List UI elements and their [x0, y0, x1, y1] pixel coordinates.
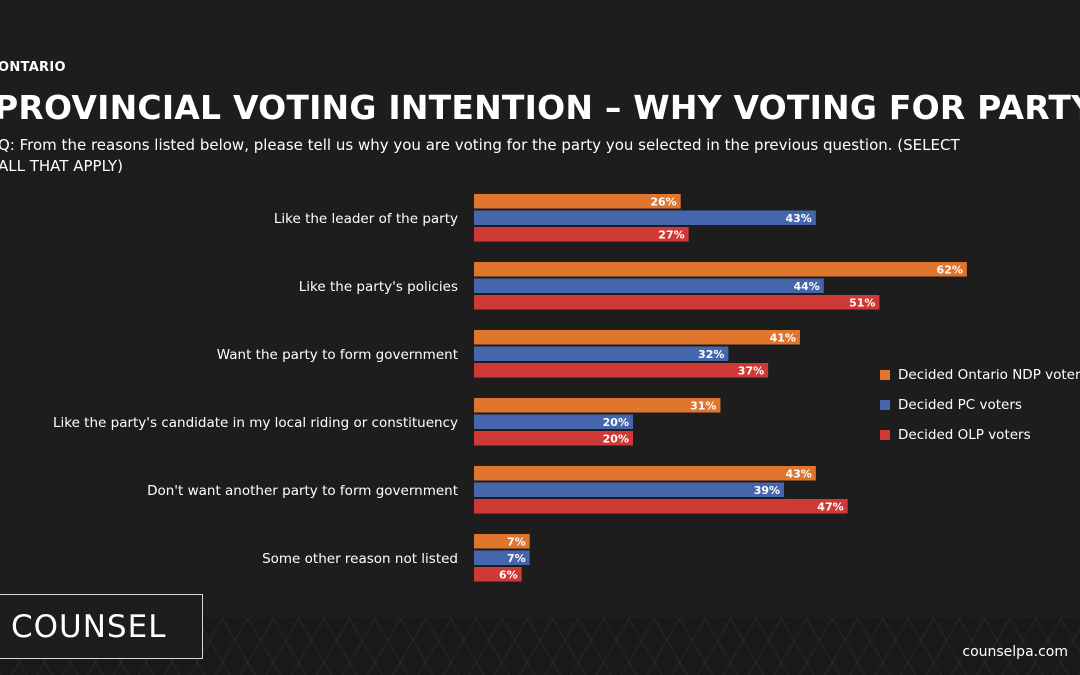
data-label: 6%: [499, 568, 518, 581]
category-label: Like the party's policies: [299, 279, 458, 295]
data-label: 20%: [603, 416, 629, 429]
bar-chart: Like the leader of the party 26% 43% 27% Lik…: [53, 194, 967, 582]
legend-item-olp: Decided OLP voters: [880, 420, 1080, 450]
legend-item-ndp: Decided Ontario NDP voters: [880, 360, 1080, 390]
bar-ndp: [474, 466, 816, 481]
legend-swatch-pc: [880, 400, 890, 410]
bar-ndp: [474, 330, 800, 345]
category-label: Want the party to form government: [217, 347, 458, 363]
legend-label-ndp: Decided Ontario NDP voters: [898, 367, 1080, 383]
data-label: 26%: [650, 195, 676, 208]
bar-ndp: [474, 262, 967, 277]
category-label: Like the party's candidate in my local r…: [53, 415, 458, 431]
data-label: 47%: [817, 500, 843, 513]
data-label: 31%: [690, 399, 716, 412]
bar-olp: [474, 363, 769, 378]
data-label: 43%: [786, 212, 812, 225]
logo-text: COUNSEL: [11, 608, 167, 645]
bar-olp: [474, 567, 522, 582]
data-label: 20%: [603, 432, 629, 445]
bar-ndp: [474, 534, 530, 549]
bar-olp: [474, 227, 689, 242]
bar-olp: [474, 295, 880, 310]
legend-label-olp: Decided OLP voters: [898, 427, 1031, 443]
legend-label-pc: Decided PC voters: [898, 397, 1022, 413]
survey-question: Q: From the reasons listed below, please…: [0, 136, 960, 175]
bar-pc: [474, 210, 816, 225]
category-label: Like the leader of the party: [274, 211, 458, 227]
bar-ndp: [474, 398, 721, 413]
category-label: Some other reason not listed: [262, 551, 458, 567]
data-label: 7%: [507, 535, 526, 548]
data-label: 39%: [754, 484, 780, 497]
data-label: 62%: [937, 263, 963, 276]
data-label: 41%: [770, 331, 796, 344]
bar-ndp: [474, 194, 681, 209]
data-label: 43%: [786, 467, 812, 480]
chart-legend: Decided Ontario NDP voters Decided PC vo…: [880, 360, 1080, 450]
category-label: Don't want another party to form governm…: [147, 483, 458, 499]
data-label: 7%: [507, 552, 526, 565]
counsel-logo: COUNSEL: [0, 594, 203, 659]
region-label: ONTARIO: [0, 60, 66, 75]
bar-pc: [474, 550, 530, 565]
data-label: 44%: [793, 280, 819, 293]
data-label: 37%: [738, 364, 764, 377]
page-title: PROVINCIAL VOTING INTENTION – WHY VOTING…: [0, 88, 1080, 127]
bar-pc: [474, 482, 785, 497]
legend-swatch-ndp: [880, 370, 890, 380]
bar-pc: [474, 278, 824, 293]
bar-pc: [474, 346, 729, 361]
bar-pc: [474, 414, 633, 429]
bar-olp: [474, 499, 848, 514]
legend-item-pc: Decided PC voters: [880, 390, 1080, 420]
bar-olp: [474, 431, 633, 446]
data-label: 27%: [658, 228, 684, 241]
website-url: counselpa.com: [962, 644, 1068, 660]
data-label: 51%: [849, 296, 875, 309]
legend-swatch-olp: [880, 430, 890, 440]
data-label: 32%: [698, 348, 724, 361]
